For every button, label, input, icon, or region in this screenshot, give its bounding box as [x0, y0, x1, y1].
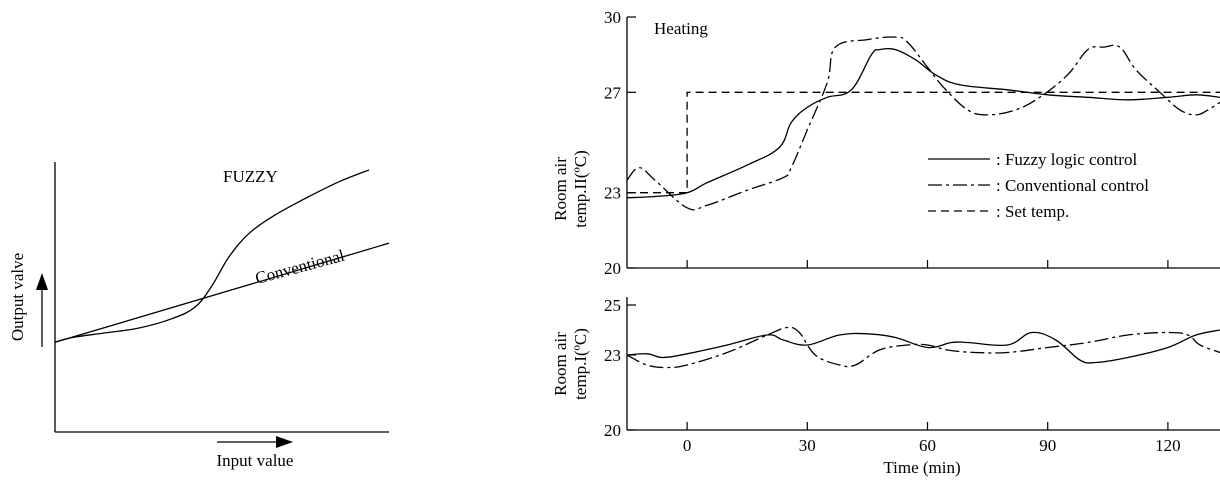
- top-chart: 30 27 23 20 Heating Room air temp.II(ºC) : …: [551, 8, 1220, 278]
- bottom-xlabel: Time (min): [883, 458, 960, 477]
- legend-label: : Conventional control: [996, 176, 1149, 195]
- bottom-series-0-line: [626, 329, 1220, 364]
- top-ylabel-line2: temp.II(ºC): [571, 150, 590, 228]
- top-title: Heating: [654, 19, 708, 38]
- left-series-fuzzy-line: [54, 169, 370, 343]
- bottom-ylabel-line1: Room air: [551, 332, 570, 396]
- left-xlabel: Input value: [217, 451, 294, 470]
- bottom-xtick-label: 120: [1155, 436, 1181, 455]
- bottom-xtick-label: 0: [683, 436, 692, 455]
- top-ytick-label: 20: [604, 259, 621, 278]
- bottom-series-1-line: [626, 326, 1220, 369]
- input-arrow-head-icon: [276, 436, 293, 448]
- top-ytick-label: 23: [604, 184, 621, 203]
- legend-label: : Fuzzy logic control: [996, 150, 1137, 169]
- bottom-ytick-label: 23: [604, 346, 621, 365]
- top-series-2-line: [627, 91, 1220, 194]
- output-arrow-head-icon: [36, 273, 48, 290]
- legend: : Fuzzy logic control : Conventional cont…: [928, 150, 1149, 221]
- top-series-0-line: [626, 47, 1220, 199]
- bottom-ytick-label: 25: [604, 296, 621, 315]
- top-ytick-label: 27: [604, 83, 622, 102]
- bottom-xtick-label: 30: [799, 436, 816, 455]
- fuzzy-label: FUZZY: [223, 167, 278, 186]
- conventional-label: Conventional: [253, 246, 347, 288]
- legend-label: : Set temp.: [996, 202, 1069, 221]
- left-ylabel: Output valve: [8, 253, 27, 341]
- top-ytick-label: 30: [604, 8, 621, 27]
- bottom-ylabel-line2: temp.I(ºC): [571, 328, 590, 400]
- left-series-conventional-line: [54, 242, 390, 343]
- bottom-chart: 25 23 20 0 30 60 90 120 Room air temp.I(ºC) Tim…: [551, 296, 1220, 477]
- bottom-xtick-label: 60: [919, 436, 936, 455]
- left-chart: Input value Output valve FUZZY Conventio…: [8, 162, 390, 470]
- top-series-1-line: [626, 36, 1220, 211]
- bottom-xtick-label: 90: [1039, 436, 1056, 455]
- top-ylabel-line1: Room air: [551, 157, 570, 221]
- bottom-ytick-label: 20: [604, 421, 621, 440]
